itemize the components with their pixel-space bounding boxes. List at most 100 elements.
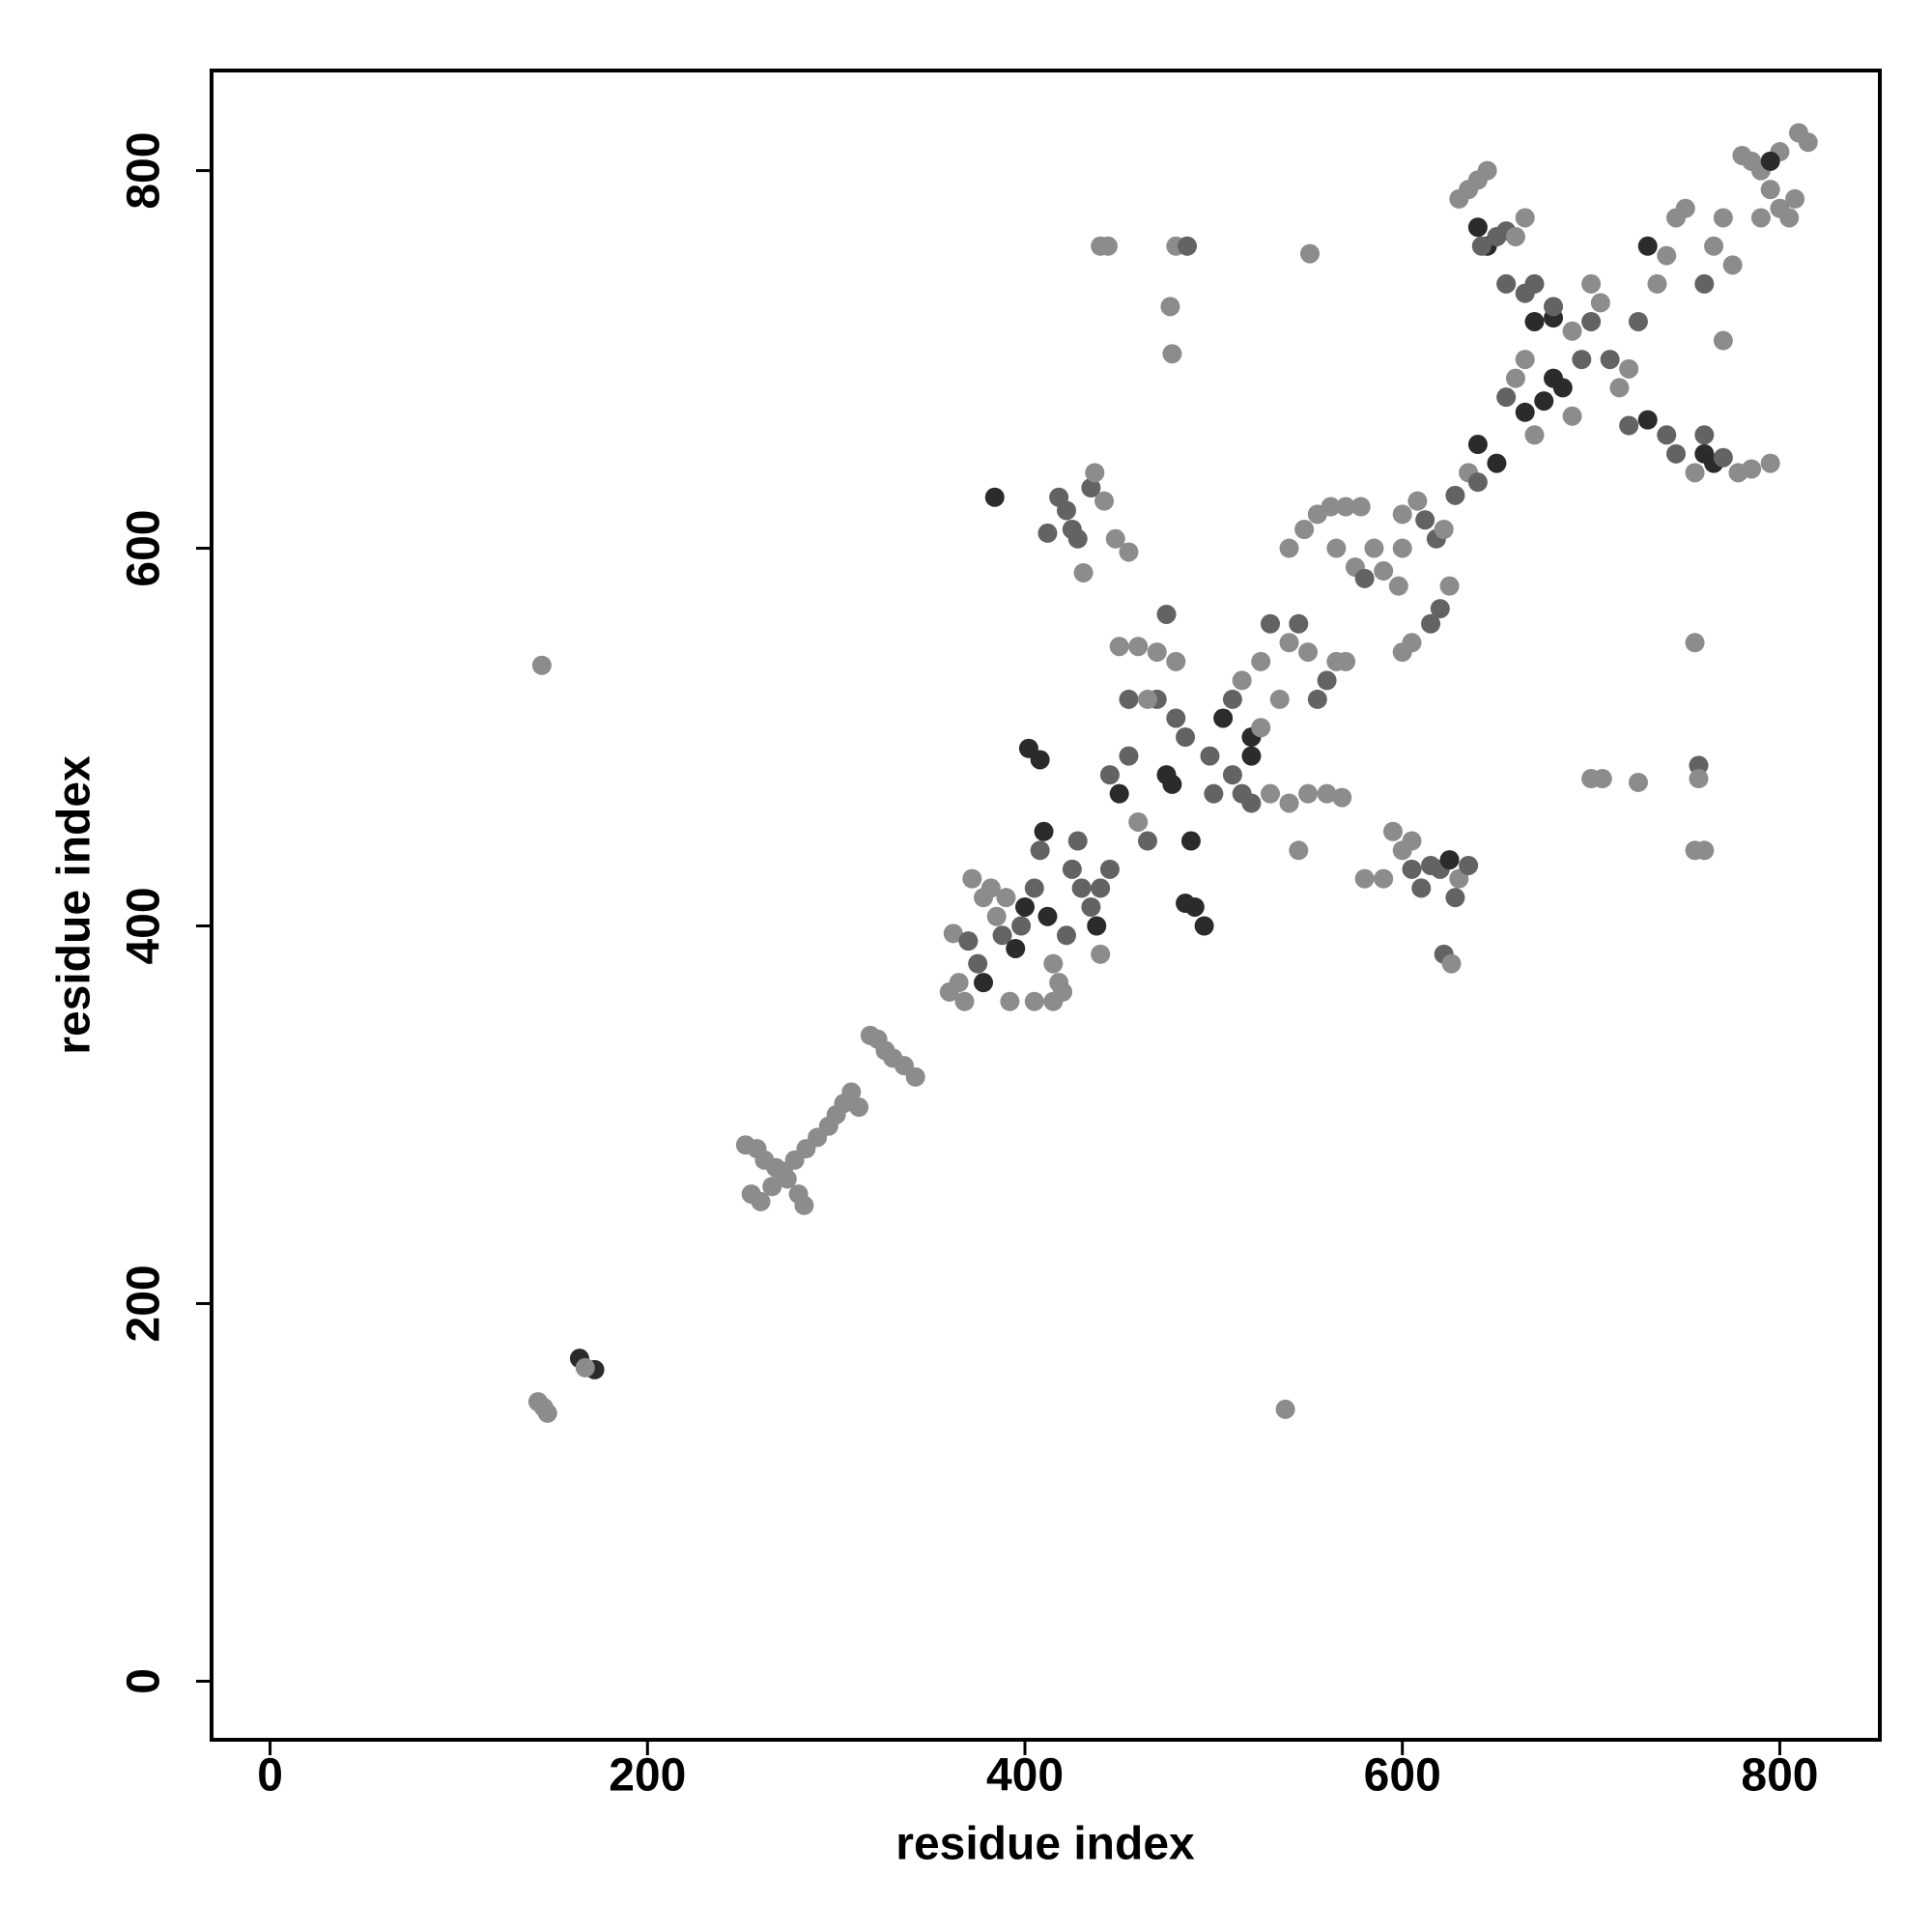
contact-point bbox=[1289, 840, 1309, 861]
contact-point bbox=[1062, 859, 1082, 879]
contact-point bbox=[1407, 491, 1428, 511]
contact-point bbox=[1241, 746, 1262, 766]
contact-point bbox=[1105, 528, 1125, 549]
contact-point bbox=[905, 1066, 925, 1087]
contact-point bbox=[1034, 821, 1054, 841]
contact-point bbox=[841, 1082, 862, 1102]
contact-point bbox=[1471, 236, 1492, 256]
contact-point bbox=[1590, 293, 1610, 313]
y-tick-label: 800 bbox=[119, 132, 170, 210]
contact-point bbox=[1760, 180, 1780, 200]
contact-point bbox=[1332, 787, 1352, 808]
contact-point bbox=[992, 925, 1012, 946]
contact-point bbox=[1562, 406, 1582, 426]
contact-point bbox=[1779, 208, 1800, 228]
contact-point bbox=[1354, 868, 1375, 889]
contact-point bbox=[1505, 227, 1525, 247]
contact-point bbox=[794, 1195, 814, 1215]
contact-point bbox=[1392, 538, 1412, 558]
contact-point bbox=[1572, 350, 1592, 370]
contact-point bbox=[1445, 888, 1465, 908]
contact-point bbox=[1062, 520, 1082, 540]
contact-point bbox=[1166, 651, 1186, 671]
contact-point bbox=[1628, 311, 1648, 331]
contact-point bbox=[1524, 425, 1545, 445]
contact-point bbox=[1176, 894, 1196, 914]
contact-point bbox=[986, 906, 1007, 926]
contact-point bbox=[1275, 1399, 1295, 1419]
contact-point bbox=[1411, 878, 1432, 898]
contact-point bbox=[1487, 453, 1507, 473]
contact-point bbox=[751, 1191, 771, 1211]
contact-point bbox=[1609, 378, 1630, 398]
contact-point bbox=[1505, 368, 1525, 388]
contact-point bbox=[1137, 689, 1157, 709]
contact-point bbox=[1128, 637, 1149, 657]
contact-point bbox=[1515, 350, 1535, 370]
contact-point bbox=[1713, 447, 1733, 468]
contact-point bbox=[1562, 321, 1582, 341]
contact-point bbox=[984, 487, 1005, 507]
contact-point bbox=[1439, 576, 1460, 596]
x-tick-label: 800 bbox=[1741, 1750, 1818, 1802]
contact-point bbox=[1037, 523, 1058, 543]
contact-point bbox=[968, 953, 988, 974]
contact-point bbox=[1222, 689, 1242, 709]
contact-point bbox=[1657, 425, 1677, 445]
contact-point bbox=[1647, 273, 1667, 294]
contact-point bbox=[1194, 916, 1214, 936]
contact-point bbox=[1374, 868, 1394, 889]
contact-point bbox=[1081, 896, 1101, 917]
contact-point bbox=[1056, 500, 1076, 521]
contact-point bbox=[1467, 435, 1488, 455]
contact-point bbox=[1713, 330, 1733, 351]
contact-point bbox=[1524, 273, 1545, 294]
contact-point bbox=[1260, 613, 1280, 634]
contact-point bbox=[1637, 410, 1658, 430]
contact-point bbox=[1421, 613, 1441, 634]
contact-point bbox=[1251, 718, 1271, 738]
contact-point bbox=[1760, 151, 1780, 171]
contact-point bbox=[762, 1177, 782, 1197]
contact-point bbox=[1524, 311, 1545, 331]
contact-point bbox=[1675, 198, 1695, 218]
contact-point bbox=[1402, 831, 1422, 851]
contact-point bbox=[1382, 821, 1403, 841]
contact-point bbox=[1109, 783, 1129, 804]
contact-point bbox=[1445, 485, 1465, 505]
contact-point bbox=[1119, 746, 1139, 766]
y-tick-label: 600 bbox=[119, 510, 170, 587]
contact-point bbox=[1147, 642, 1167, 663]
contact-point bbox=[1600, 350, 1620, 370]
contact-point bbox=[1099, 859, 1120, 879]
contact-point bbox=[1030, 840, 1050, 861]
contact-point bbox=[1459, 855, 1479, 875]
contact-point bbox=[1785, 188, 1805, 209]
contact-point bbox=[1694, 425, 1715, 445]
contact-point bbox=[1015, 896, 1036, 917]
plot-frame bbox=[210, 69, 1882, 1742]
y-tick-label: 200 bbox=[119, 1264, 170, 1342]
contact-point bbox=[1415, 510, 1435, 530]
contact-point bbox=[1137, 831, 1157, 851]
contact-point bbox=[1321, 497, 1341, 517]
contact-point bbox=[1388, 576, 1408, 596]
contact-point bbox=[1119, 689, 1139, 709]
contact-point bbox=[1094, 491, 1115, 511]
contact-point bbox=[1713, 208, 1733, 228]
contact-point bbox=[1685, 633, 1705, 653]
contact-point bbox=[1081, 478, 1101, 497]
contact-point bbox=[1619, 358, 1639, 379]
contact-point bbox=[1694, 273, 1715, 294]
contact-point bbox=[1515, 402, 1535, 422]
contact-point bbox=[1180, 831, 1201, 851]
contact-point bbox=[1750, 208, 1771, 228]
contact-point bbox=[1689, 769, 1709, 789]
contact-point bbox=[1496, 387, 1517, 408]
contact-point bbox=[1204, 783, 1224, 804]
contact-point bbox=[1128, 811, 1149, 832]
contact-point bbox=[1637, 236, 1658, 256]
contact-point bbox=[1056, 925, 1076, 946]
contact-point bbox=[954, 991, 975, 1011]
